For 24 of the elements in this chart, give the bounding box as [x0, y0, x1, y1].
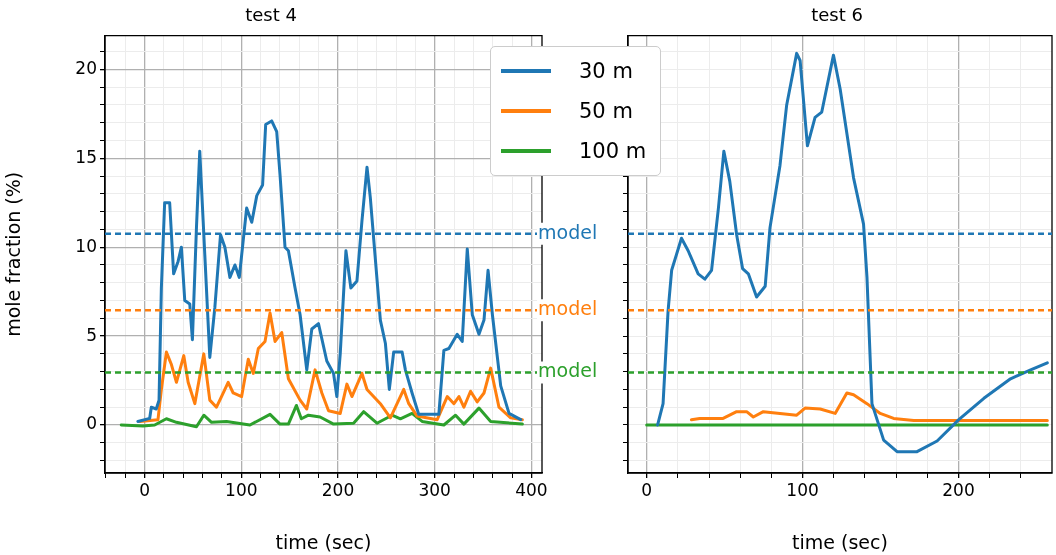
ref-line-label: model — [538, 220, 598, 243]
x-tick-label: 0 — [641, 479, 653, 500]
x-axis-title: time (sec) — [275, 530, 372, 553]
x-axis-title: time (sec) — [792, 530, 888, 553]
y-axis-title: mole fraction (%) — [2, 171, 25, 337]
chart-title: test 6 — [811, 4, 863, 26]
legend-label: 100 m — [579, 138, 647, 163]
y-tick-label: 0 — [86, 413, 97, 434]
legend-label: 30 m — [579, 58, 633, 83]
ref-line-label: model — [538, 359, 598, 382]
x-tick-label: 100 — [786, 479, 819, 500]
y-tick-label: 5 — [86, 324, 97, 345]
y-tick-label: 10 — [75, 235, 97, 256]
y-tick-label: 20 — [75, 57, 97, 78]
ref-line-label: model — [538, 297, 598, 320]
legend-label: 50 m — [579, 98, 633, 123]
x-tick-label: 200 — [942, 479, 975, 500]
x-tick-label: 400 — [515, 479, 548, 500]
x-tick-label: 200 — [321, 479, 355, 500]
chart-title: test 4 — [245, 4, 297, 26]
y-tick-label: 15 — [75, 146, 97, 167]
x-tick-label: 0 — [139, 479, 151, 500]
x-tick-label: 300 — [418, 479, 451, 500]
x-tick-label: 100 — [225, 479, 258, 500]
